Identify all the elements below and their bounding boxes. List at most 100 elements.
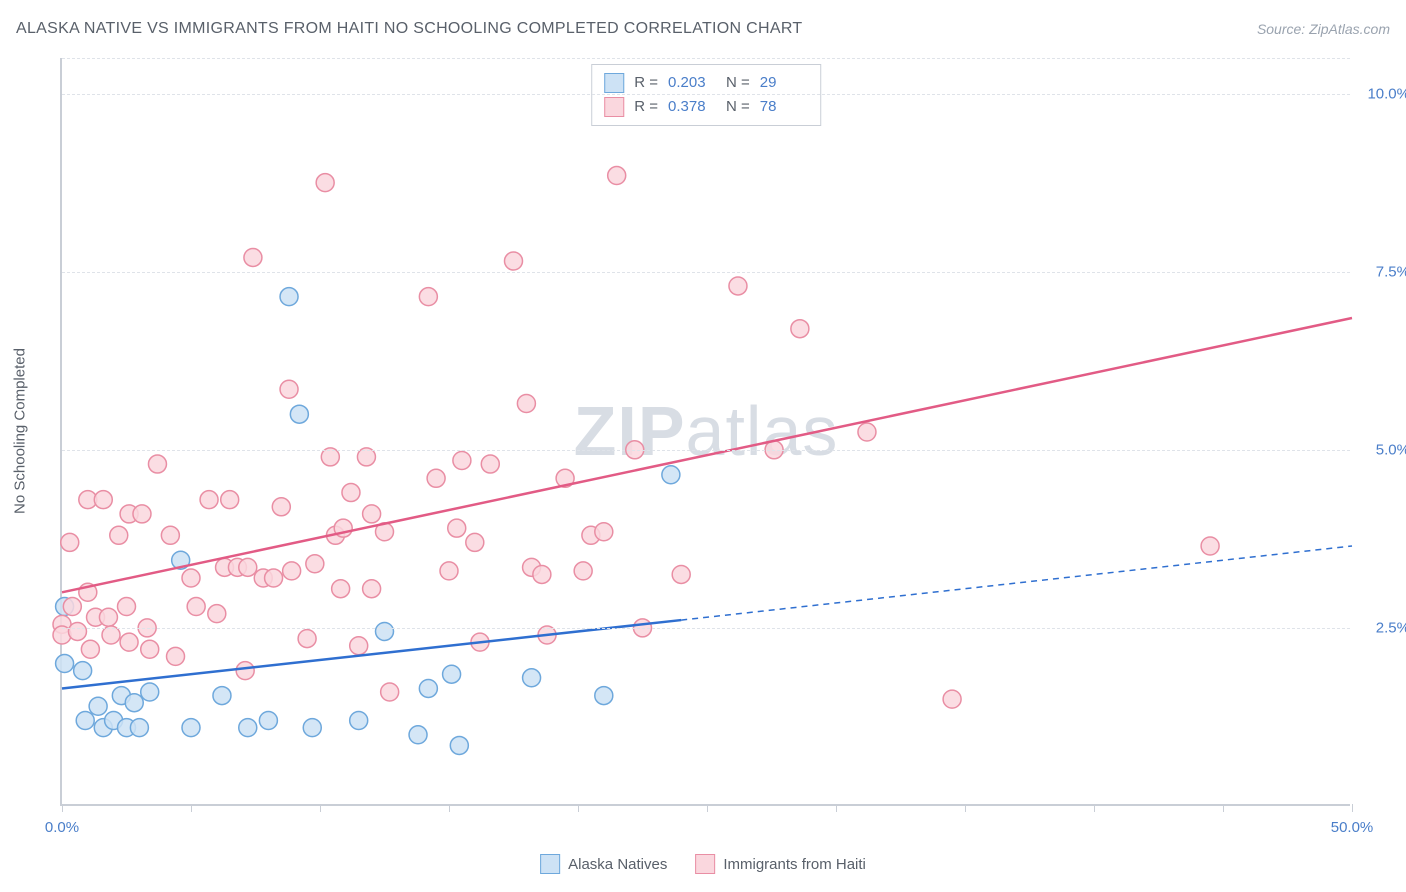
- scatter-point: [350, 637, 368, 655]
- scatter-point: [259, 712, 277, 730]
- scatter-point: [89, 697, 107, 715]
- scatter-point: [298, 630, 316, 648]
- ytick-label: 5.0%: [1355, 441, 1406, 458]
- scatter-point: [76, 712, 94, 730]
- xtick: [62, 804, 63, 812]
- scatter-point: [943, 690, 961, 708]
- xtick: [578, 804, 579, 812]
- scatter-point: [306, 555, 324, 573]
- xtick: [965, 804, 966, 812]
- scatter-point: [280, 288, 298, 306]
- scatter-point: [133, 505, 151, 523]
- bottom-legend: Alaska Natives Immigrants from Haiti: [540, 854, 866, 874]
- scatter-point: [221, 491, 239, 509]
- scatter-point: [200, 491, 218, 509]
- scatter-point: [61, 533, 79, 551]
- scatter-point: [342, 484, 360, 502]
- scatter-point: [608, 167, 626, 185]
- stats-row-series1: R = 0.203 N = 29: [604, 71, 808, 95]
- swatch-series1: [604, 73, 624, 93]
- scatter-point: [517, 395, 535, 413]
- xtick: [836, 804, 837, 812]
- scatter-point: [381, 683, 399, 701]
- ytick-label: 7.5%: [1355, 263, 1406, 280]
- scatter-point: [182, 719, 200, 737]
- scatter-point: [363, 580, 381, 598]
- n-label-1: N =: [726, 71, 750, 95]
- xtick-label: 0.0%: [45, 819, 79, 836]
- scatter-point: [272, 498, 290, 516]
- ytick-label: 2.5%: [1355, 619, 1406, 636]
- r-value-1: 0.203: [668, 71, 716, 95]
- scatter-point: [290, 405, 308, 423]
- scatter-point: [440, 562, 458, 580]
- scatter-point: [523, 669, 541, 687]
- scatter-point: [167, 647, 185, 665]
- xtick: [1094, 804, 1095, 812]
- source-label: Source: ZipAtlas.com: [1257, 21, 1390, 37]
- scatter-point: [595, 523, 613, 541]
- scatter-point: [236, 662, 254, 680]
- scatter-point: [316, 174, 334, 192]
- scatter-point: [141, 640, 159, 658]
- scatter-point: [239, 558, 257, 576]
- scatter-point: [791, 320, 809, 338]
- legend-label-1: Alaska Natives: [568, 856, 667, 873]
- scatter-point: [99, 608, 117, 626]
- plot-svg: [62, 58, 1350, 804]
- chart-title: ALASKA NATIVE VS IMMIGRANTS FROM HAITI N…: [16, 20, 802, 38]
- ytick-label: 10.0%: [1355, 85, 1406, 102]
- xtick-label: 50.0%: [1331, 819, 1374, 836]
- scatter-point: [280, 380, 298, 398]
- scatter-point: [213, 687, 231, 705]
- scatter-point: [120, 633, 138, 651]
- scatter-point: [466, 533, 484, 551]
- legend-swatch-2: [695, 854, 715, 874]
- gridline: [62, 272, 1350, 273]
- xtick: [191, 804, 192, 812]
- scatter-point: [505, 252, 523, 270]
- scatter-point: [443, 665, 461, 683]
- scatter-point: [74, 662, 92, 680]
- trend-line: [62, 318, 1352, 592]
- legend-item-1: Alaska Natives: [540, 854, 667, 874]
- xtick: [1352, 804, 1353, 812]
- scatter-point: [239, 719, 257, 737]
- xtick: [449, 804, 450, 812]
- scatter-point: [265, 569, 283, 587]
- title-row: ALASKA NATIVE VS IMMIGRANTS FROM HAITI N…: [16, 20, 1390, 38]
- scatter-point: [244, 248, 262, 266]
- scatter-point: [141, 683, 159, 701]
- plot-area: No Schooling Completed ZIPatlas R = 0.20…: [60, 58, 1350, 806]
- scatter-point: [303, 719, 321, 737]
- n-label-2: N =: [726, 95, 750, 119]
- r-label-2: R =: [634, 95, 658, 119]
- stats-box: R = 0.203 N = 29 R = 0.378 N = 78: [591, 64, 821, 126]
- scatter-point: [1201, 537, 1219, 555]
- scatter-point: [450, 736, 468, 754]
- scatter-point: [148, 455, 166, 473]
- legend-label-2: Immigrants from Haiti: [723, 856, 866, 873]
- scatter-point: [533, 565, 551, 583]
- scatter-point: [453, 451, 471, 469]
- n-value-1: 29: [760, 71, 808, 95]
- swatch-series2: [604, 97, 624, 117]
- scatter-point: [729, 277, 747, 295]
- scatter-point: [161, 526, 179, 544]
- scatter-point: [130, 719, 148, 737]
- scatter-point: [427, 469, 445, 487]
- scatter-point: [662, 466, 680, 484]
- gridline: [62, 450, 1350, 451]
- scatter-point: [595, 687, 613, 705]
- r-label-1: R =: [634, 71, 658, 95]
- scatter-point: [63, 598, 81, 616]
- yaxis-title: No Schooling Completed: [12, 348, 29, 514]
- scatter-point: [182, 569, 200, 587]
- scatter-point: [481, 455, 499, 473]
- scatter-point: [574, 562, 592, 580]
- xtick: [1223, 804, 1224, 812]
- scatter-point: [94, 491, 112, 509]
- scatter-point: [419, 288, 437, 306]
- scatter-point: [409, 726, 427, 744]
- gridline: [62, 628, 1350, 629]
